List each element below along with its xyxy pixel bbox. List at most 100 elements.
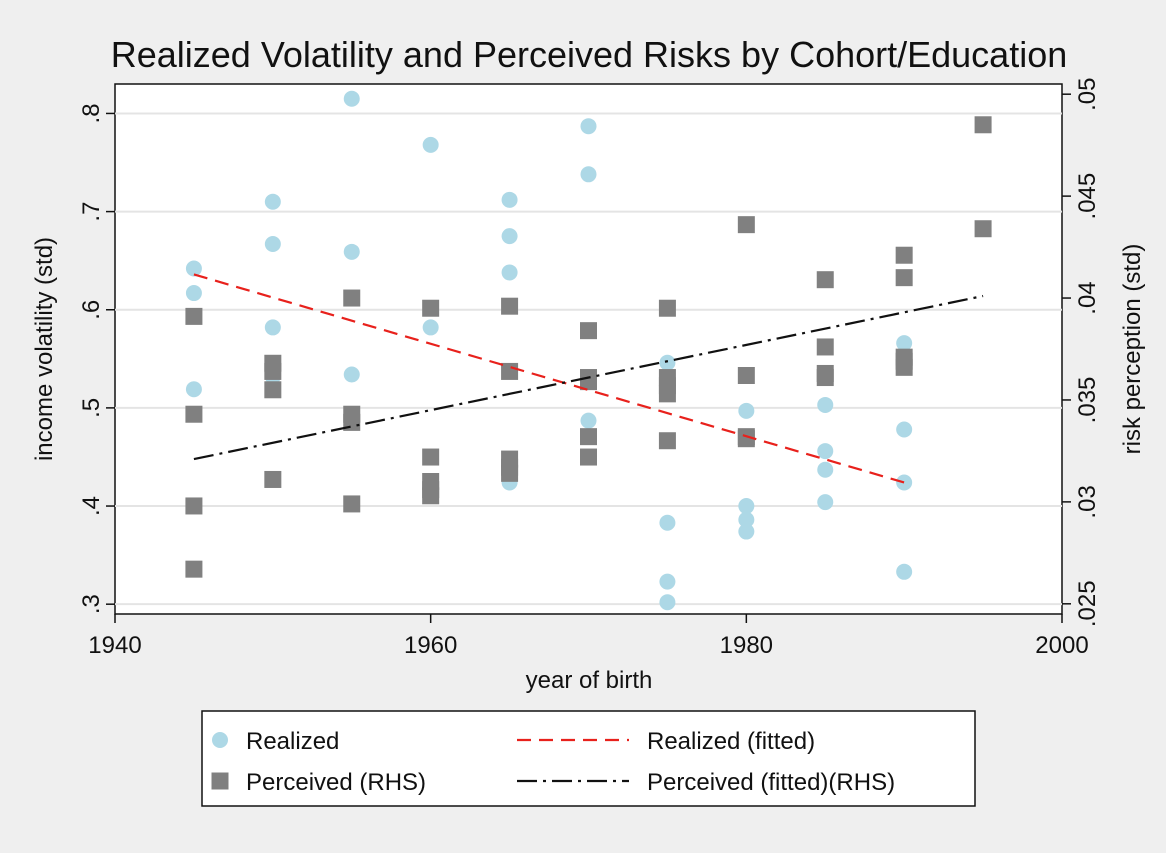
realized-point [343, 243, 360, 260]
realized-point [738, 498, 755, 515]
realized-point [580, 166, 597, 183]
chart-title: Realized Volatility and Perceived Risks … [111, 34, 1068, 75]
perceived-point [422, 487, 440, 505]
realized-point [738, 523, 755, 540]
y-tick-label-left: .6 [78, 300, 105, 320]
legend-perceived-symbol [211, 772, 229, 790]
y-tick-label-right: .05 [1074, 78, 1101, 111]
perceived-point [580, 322, 597, 340]
grid-lines [115, 112, 1062, 606]
realized-point [659, 594, 676, 611]
legend-label: Realized [246, 728, 339, 755]
perceived-point [501, 362, 519, 380]
realized-point [501, 191, 518, 208]
perceived-point [343, 495, 361, 513]
perceived-point [264, 381, 282, 399]
realized-point [738, 402, 755, 419]
perceived-point [816, 271, 834, 289]
x-axis-label: year of birth [526, 667, 653, 694]
realized-fitted-line [193, 273, 905, 484]
realized-point [659, 514, 676, 531]
perceived-point [737, 367, 755, 384]
perceived-point [895, 269, 913, 287]
perceived-point [974, 116, 992, 134]
y-tick-label-right: .045 [1074, 173, 1101, 220]
perceived-point [895, 358, 913, 376]
perceived-point [658, 299, 676, 317]
perceived-point [580, 428, 597, 446]
perceived-point [185, 560, 203, 578]
perceived-point [580, 448, 597, 466]
legend-label: Perceived (fitted)(RHS) [647, 769, 895, 796]
realized-point [817, 443, 834, 460]
realized-point [501, 228, 518, 245]
perceived-point [264, 362, 282, 380]
perceived-fitted-line [193, 294, 984, 461]
axes: 1940 1960 1980 2000 .3 .4 .5 .6 .7 .8 .025 .03 .035.… [78, 78, 1101, 659]
perceived-point [737, 430, 755, 448]
realized-point [185, 260, 202, 277]
realized-point [422, 136, 439, 153]
perceived-point [501, 464, 519, 482]
plot-area [114, 83, 1063, 615]
legend-label: Realized (fitted) [647, 728, 815, 755]
legend-realized-symbol [212, 732, 228, 748]
perceived-point [737, 216, 755, 234]
realized-point [817, 396, 834, 413]
y-tick-label-left: .3 [78, 594, 105, 614]
perceived-point [422, 299, 440, 317]
realized-point [817, 494, 834, 511]
realized-point [580, 118, 597, 135]
y-axis-label-right: risk perception (std) [1119, 244, 1146, 455]
realized-point [896, 474, 913, 491]
realized-point [896, 421, 913, 438]
perceived-point [185, 405, 203, 423]
perceived-point [264, 470, 282, 488]
realized-point [817, 461, 834, 478]
perceived-point [658, 385, 676, 403]
y-tick-label-left: .8 [78, 103, 105, 123]
y-tick-label-left: .7 [78, 202, 105, 222]
perceived-point [658, 432, 676, 450]
legend-label: Perceived (RHS) [246, 769, 426, 796]
x-tick-label: 1960 [404, 632, 457, 659]
realized-point [659, 354, 676, 371]
legend-box [201, 710, 976, 807]
perceived-point [422, 448, 440, 466]
perceived-point [185, 307, 203, 325]
y-tick-label-right: .04 [1074, 281, 1101, 314]
realized-point [738, 511, 755, 528]
legend: Realized Perceived (RHS) Realized (fitted)… [201, 710, 976, 807]
realized-point [343, 90, 360, 107]
perceived-point [343, 289, 361, 307]
x-tick-label: 1940 [88, 632, 141, 659]
y-tick-label-right: .035 [1074, 377, 1101, 424]
y-tick-label-right: .03 [1074, 485, 1101, 518]
realized-point [580, 412, 597, 429]
y-tick-label-right: .025 [1074, 580, 1101, 627]
realized-point [422, 319, 439, 336]
realized-point [185, 381, 202, 398]
y-axis-label-left: income volatility (std) [31, 237, 58, 461]
realized-point [185, 285, 202, 302]
perceived-point [895, 246, 913, 264]
perceived-point [974, 220, 992, 238]
x-tick-label: 1980 [720, 632, 773, 659]
perceived-point [816, 338, 834, 356]
y-tick-label-left: .4 [78, 496, 105, 516]
y-tick-label-left: .5 [78, 398, 105, 418]
realized-point [896, 563, 913, 580]
perceived-point [816, 369, 834, 387]
perceived-point [185, 497, 203, 515]
realized-point [896, 335, 913, 352]
data-marks [185, 90, 992, 611]
realized-point [659, 573, 676, 590]
realized-point [264, 193, 281, 210]
perceived-point [501, 297, 519, 315]
x-tick-label: 2000 [1035, 632, 1088, 659]
realized-point [501, 264, 518, 281]
realized-point [343, 366, 360, 383]
realized-point [264, 319, 281, 336]
